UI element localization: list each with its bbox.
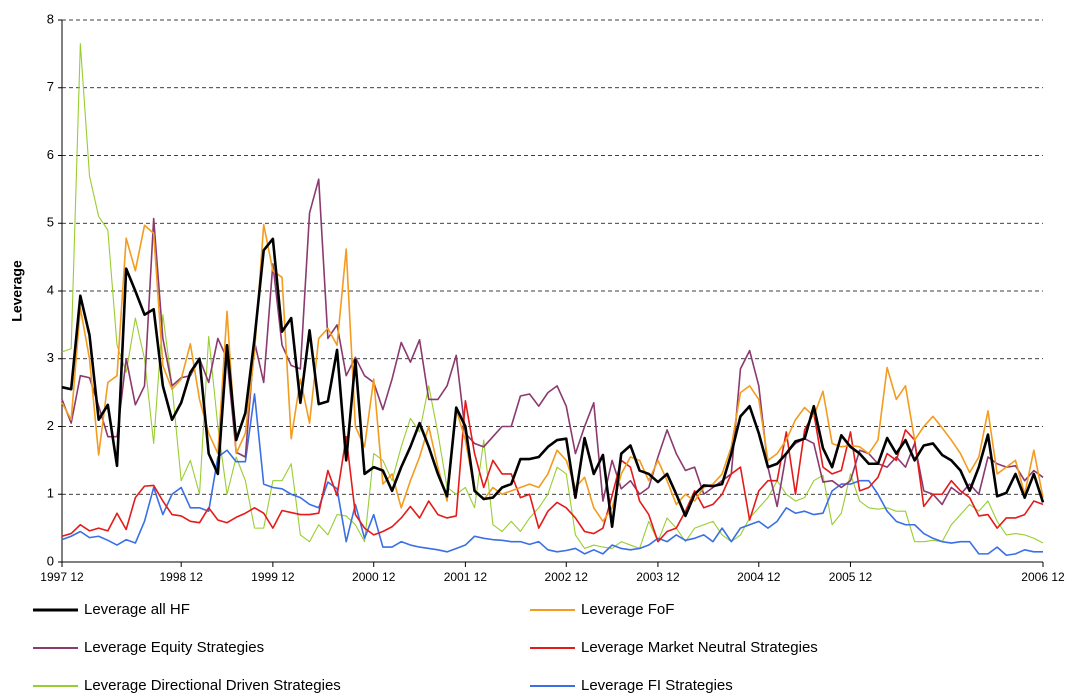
y-tick-label: 6	[47, 147, 54, 162]
x-tick-label: 2006 12	[1021, 570, 1065, 584]
y-axis-label: Leverage	[9, 260, 25, 322]
y-tick-label: 3	[47, 350, 54, 365]
x-tick-label: 2000 12	[352, 570, 396, 584]
x-tick-label: 1997 12	[40, 570, 84, 584]
x-tick-label: 2005 12	[829, 570, 873, 584]
x-tick-label: 1998 12	[159, 570, 203, 584]
y-tick-label: 5	[47, 215, 54, 230]
y-tick-label: 1	[47, 486, 54, 501]
series-line	[61, 223, 1044, 523]
y-tick-label: 4	[47, 282, 54, 297]
series-line	[61, 399, 1044, 543]
legend-label: Leverage all HF	[84, 601, 190, 618]
y-tick-label: 7	[47, 79, 54, 94]
x-tick-label: 2002 12	[545, 570, 589, 584]
series-line	[61, 393, 1043, 557]
series-line	[61, 237, 1045, 529]
legend-label: Leverage Equity Strategies	[84, 639, 264, 656]
y-tick-label: 2	[47, 418, 54, 433]
x-tick-label: 2004 12	[737, 570, 781, 584]
y-tick-label: 0	[47, 553, 54, 568]
legend-label: Leverage Market Neutral Strategies	[581, 639, 818, 656]
x-tick-label: 1999 12	[251, 570, 295, 584]
legend-label: Leverage FI Strategies	[581, 677, 733, 693]
series-line	[61, 43, 1044, 549]
y-tick-label: 8	[47, 11, 54, 26]
legend-label: Leverage Directional Driven Strategies	[84, 677, 341, 693]
x-tick-label: 2001 12	[444, 570, 488, 584]
x-tick-label: 2003 12	[636, 570, 680, 584]
legend-label: Leverage FoF	[581, 601, 674, 618]
